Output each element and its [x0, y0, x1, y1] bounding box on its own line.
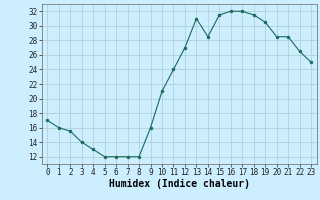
X-axis label: Humidex (Indice chaleur): Humidex (Indice chaleur): [109, 179, 250, 189]
